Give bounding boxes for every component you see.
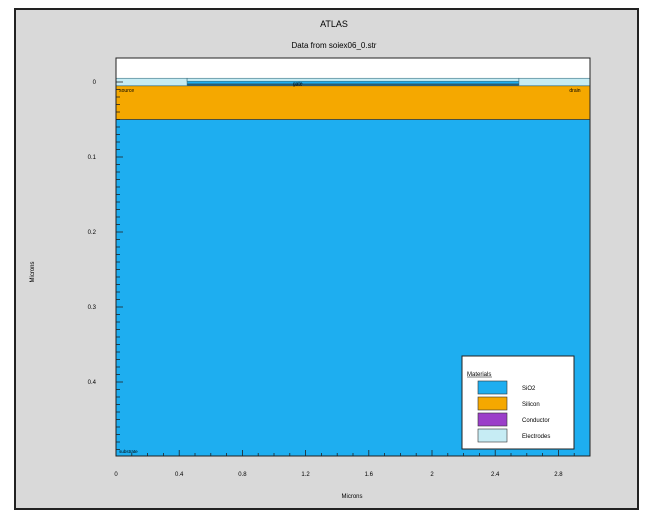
y-tick-label: 0.4 (88, 380, 97, 386)
x-tick-label: 2.8 (554, 472, 563, 478)
legend-swatch-silicon (477, 396, 508, 411)
electrode-label-drain: drain (569, 88, 580, 94)
electrode-label-gate: gate (293, 81, 303, 87)
x-tick-label: 1.2 (301, 472, 310, 478)
legend-label-sio2: SiO2 (522, 386, 536, 392)
y-axis-label: Microns (30, 261, 36, 282)
x-axis: 0 0.4 0.8 1.2 1.6 2 2.4 2.8 (114, 450, 591, 478)
legend-title: Materials (467, 372, 491, 378)
legend-swatch-conductor (477, 412, 508, 427)
x-tick-label: 0.8 (238, 472, 247, 478)
y-tick-label: 0 (93, 80, 97, 86)
x-tick-label: 0.4 (175, 472, 184, 478)
region-sio2-0 (116, 80, 590, 86)
x-axis-label: Microns (341, 494, 362, 500)
chart: ATLAS Data from soiex06_0.str Microns Mi… (30, 19, 591, 500)
legend-label-electrodes: Electrodes (522, 434, 550, 440)
x-tick-label: 1.6 (365, 472, 374, 478)
y-tick-label: 0.3 (88, 305, 97, 311)
electrode-label-source: source (119, 88, 134, 94)
y-axis: 0 0.1 0.2 0.3 0.4 (88, 80, 123, 450)
electrode-gate (186, 77, 520, 82)
x-tick-label: 2 (430, 472, 434, 478)
substrate-label: substrate (119, 449, 138, 454)
legend-swatch-electrodes (477, 428, 508, 443)
legend-label-conductor: Conductor (522, 418, 550, 424)
plot-window: ATLAS Data from soiex06_0.str Microns Mi… (14, 8, 639, 510)
electrode-source (115, 77, 188, 87)
y-tick-label: 0.2 (88, 230, 97, 236)
legend-swatch-sio2 (477, 380, 508, 395)
x-tick-label: 2.4 (491, 472, 500, 478)
x-tick-label: 0 (114, 472, 118, 478)
plot-area: source gate drain substrate (115, 57, 591, 457)
legend-label-silicon: Silicon (522, 402, 540, 408)
electrode-drain (518, 77, 591, 87)
chart-title: ATLAS (320, 19, 348, 29)
region-silicon-1 (116, 85, 590, 120)
legend: Materials SiO2 Silicon Conductor Electrodes (461, 355, 575, 450)
chart-subtitle: Data from soiex06_0.str (292, 41, 377, 50)
y-tick-label: 0.1 (88, 155, 97, 161)
